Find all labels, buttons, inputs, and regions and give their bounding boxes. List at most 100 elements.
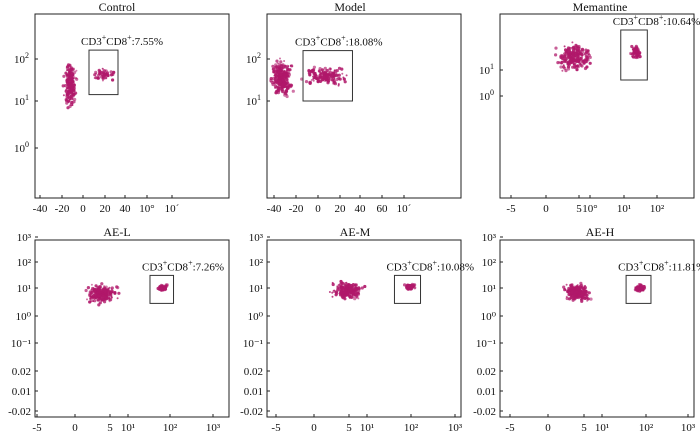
- data-point: [581, 55, 584, 58]
- data-point: [285, 77, 289, 81]
- x-tick-label: 0: [543, 203, 549, 215]
- data-point: [355, 294, 359, 298]
- data-point: [271, 80, 274, 83]
- data-point: [104, 292, 108, 296]
- data-point: [279, 60, 283, 64]
- data-point: [562, 65, 566, 69]
- gate-label: CD3+CD8+:10.08%: [386, 258, 474, 273]
- data-point: [274, 63, 278, 67]
- data-point: [339, 288, 344, 292]
- data-point: [308, 80, 312, 85]
- data-point: [585, 65, 589, 69]
- tick-exponent: 1: [490, 62, 494, 71]
- gate-label: CD3+CD8+:7.26%: [142, 258, 224, 273]
- data-point: [75, 69, 78, 72]
- data-point: [333, 82, 338, 86]
- data-point: [69, 89, 73, 93]
- data-point: [561, 69, 564, 72]
- y-tick-label: 0.01: [12, 386, 31, 398]
- data-point: [72, 89, 75, 91]
- gate-label-plus: +: [407, 258, 412, 267]
- x-tick-label: 10²: [650, 203, 665, 215]
- data-point: [579, 56, 584, 61]
- data-point: [585, 60, 588, 63]
- data-point: [630, 44, 634, 49]
- gate-label-plus: +: [127, 33, 132, 42]
- data-point: [577, 289, 580, 291]
- data-point: [65, 65, 70, 69]
- x-tick-label: 0: [80, 203, 86, 215]
- data-point: [331, 73, 334, 76]
- data-point: [288, 75, 291, 78]
- gate-label: CD3+CD8+:10.64%: [613, 13, 700, 28]
- scatter-points: [554, 41, 642, 73]
- y-tick-label: 10⁻¹: [243, 338, 263, 350]
- data-point: [99, 297, 101, 300]
- tick-exponent: 1: [257, 93, 261, 102]
- tick-base: 10: [14, 96, 26, 108]
- gate-label-cd3: CD3: [295, 37, 316, 49]
- y-tick-label: 0.01: [477, 386, 496, 398]
- data-point: [104, 76, 108, 80]
- data-point: [360, 286, 364, 290]
- data-point: [281, 90, 285, 94]
- data-point: [116, 286, 120, 290]
- data-point: [408, 288, 410, 291]
- gate-label-value: :10.08%: [437, 261, 474, 273]
- x-tick-label: -5: [506, 203, 516, 215]
- data-point: [328, 291, 331, 293]
- data-point: [285, 80, 289, 84]
- tick-exponent: 0: [25, 140, 29, 149]
- data-point: [629, 51, 633, 56]
- data-point: [566, 46, 571, 50]
- x-tick-label: 10°: [139, 203, 154, 215]
- gate-label-plus: +: [433, 258, 438, 267]
- data-point: [586, 297, 590, 301]
- data-point: [62, 94, 65, 97]
- data-point: [330, 75, 334, 79]
- data-point: [92, 287, 95, 290]
- data-point: [576, 65, 580, 69]
- tick-base: 10: [14, 54, 26, 66]
- gate-label-cd8: CD8: [106, 36, 127, 48]
- data-point: [560, 57, 565, 61]
- data-point: [281, 63, 285, 67]
- data-point: [287, 71, 291, 75]
- data-point: [65, 101, 69, 105]
- data-point: [337, 76, 341, 80]
- plot-frame: [266, 13, 462, 199]
- y-tick-label: -0.02: [8, 406, 31, 418]
- y-tick-label: 10³: [249, 232, 264, 244]
- data-point: [271, 64, 275, 68]
- data-point: [109, 70, 113, 74]
- data-point: [97, 73, 101, 77]
- x-tick-label: 40: [120, 203, 132, 215]
- data-point: [567, 291, 570, 294]
- x-tick-label: 0: [315, 203, 321, 215]
- x-tick-label: 10¹: [617, 203, 631, 215]
- data-point: [331, 282, 335, 287]
- data-point: [331, 295, 334, 298]
- data-point: [93, 77, 96, 79]
- y-tick-label: 10²: [482, 257, 497, 269]
- data-point: [580, 289, 583, 292]
- y-tick-label: 10¹: [249, 283, 263, 295]
- gate-label-plus: +: [341, 34, 346, 43]
- gate-label-plus: +: [163, 258, 168, 267]
- data-point: [71, 92, 75, 96]
- data-point: [565, 283, 568, 286]
- data-point: [571, 41, 574, 44]
- y-tick-label: 0.02: [244, 366, 263, 378]
- x-tick-label: 5: [346, 422, 352, 434]
- plot-frame: [34, 13, 230, 199]
- data-point: [334, 290, 338, 294]
- y-tick-label: 10⁰: [248, 311, 264, 323]
- tick-base: 10: [246, 54, 258, 66]
- y-tick-label: 10²: [249, 257, 264, 269]
- y-tick-label: -0.02: [473, 406, 496, 418]
- data-point: [308, 73, 312, 77]
- panel-ae-l: AE-L 10³ 10² 10¹ 10⁰ 10⁻¹ 0.02 0.01 -0.02-5 0 5 10¹…: [8, 225, 230, 434]
- data-point: [568, 60, 572, 64]
- x-tick-label: -40: [33, 203, 48, 215]
- data-point: [337, 83, 340, 86]
